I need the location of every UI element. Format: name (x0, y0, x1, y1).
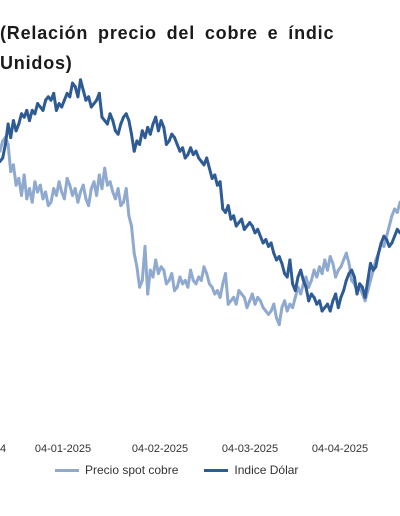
line-segment (269, 241, 276, 255)
legend-item-copper: Precio spot cobre (55, 463, 178, 477)
line-segment (132, 251, 139, 269)
chart-title-line-1: (Relación precio del cobre e índic (0, 23, 335, 43)
line-segment (328, 299, 335, 313)
line-segment (146, 268, 152, 296)
legend: Precio spot cobre Indice Dólar (55, 463, 324, 477)
line-segment (162, 125, 168, 146)
line-segment (79, 78, 85, 92)
line-segment (218, 282, 225, 299)
line-segment (234, 289, 241, 306)
line-segment (277, 306, 284, 327)
line-segment (387, 214, 394, 228)
line-segment (299, 268, 305, 282)
line-segment (41, 98, 48, 112)
line-segment (127, 119, 133, 136)
line-segment (189, 268, 195, 282)
line-segment (280, 261, 287, 276)
line-segment (374, 251, 380, 269)
x-tick-label: 04-01-2025 (35, 443, 91, 455)
line-segment (1, 142, 7, 160)
x-tick-label: 4 (0, 443, 6, 455)
line-segment (148, 122, 155, 136)
x-axis-ticks: 4 04-01-2025 04-02-2025 04-03-2025 04-04-202… (0, 443, 368, 455)
line-segment (363, 278, 370, 299)
legend-label-dollar: Indice Dólar (234, 463, 299, 477)
line-segment (299, 282, 305, 296)
line-segment (366, 278, 372, 293)
line-segment (344, 251, 351, 265)
legend-swatch-copper (55, 468, 79, 472)
chart-title: (Relación precio del cobre e índic Unido… (0, 18, 400, 78)
series-dollar (0, 78, 400, 313)
line-segment (127, 214, 133, 228)
line-segment (162, 268, 168, 286)
line-segment (336, 295, 343, 310)
line-segment (226, 204, 233, 221)
line-segment (130, 224, 136, 255)
line-segment (342, 278, 348, 293)
line-segment (385, 224, 391, 238)
chart-title-line-2: Unidos) (0, 53, 73, 73)
line-segment (224, 272, 230, 306)
legend-item-dollar: Indice Dólar (204, 463, 298, 477)
line-segment (218, 180, 225, 211)
line-segment (68, 81, 74, 99)
line-segment (108, 180, 115, 194)
line-segment (170, 272, 176, 293)
line-segment (205, 156, 211, 170)
x-tick-label: 04-04-2025 (312, 443, 368, 455)
line-segment (124, 187, 131, 218)
line-segment (103, 166, 109, 187)
line-segment (272, 302, 278, 320)
line-segment (97, 91, 104, 119)
line-segment (62, 176, 69, 201)
line-segment (0, 139, 5, 153)
line-segment (291, 295, 297, 310)
line-segment (111, 119, 117, 133)
series-layer (0, 78, 400, 327)
line-segment (44, 190, 50, 208)
line-segment (135, 265, 142, 289)
line-segment (81, 183, 88, 201)
legend-label-copper: Precio spot cobre (85, 463, 179, 477)
line-segment (288, 258, 295, 286)
line-segment (377, 241, 383, 255)
line-segment (205, 272, 211, 286)
line-segment (87, 187, 93, 208)
line-segment (116, 122, 123, 136)
x-tick-label: 04-03-2025 (222, 443, 278, 455)
series-copper (0, 136, 400, 327)
line-segment (11, 163, 18, 187)
line-segment (293, 275, 300, 293)
line-segment (57, 180, 64, 194)
x-tick-label: 04-02-2025 (132, 443, 188, 455)
legend-swatch-dollar (204, 468, 229, 472)
line-segment (76, 190, 82, 204)
line-segment (116, 187, 123, 208)
line-segment (6, 142, 13, 174)
line-segment (369, 268, 375, 282)
